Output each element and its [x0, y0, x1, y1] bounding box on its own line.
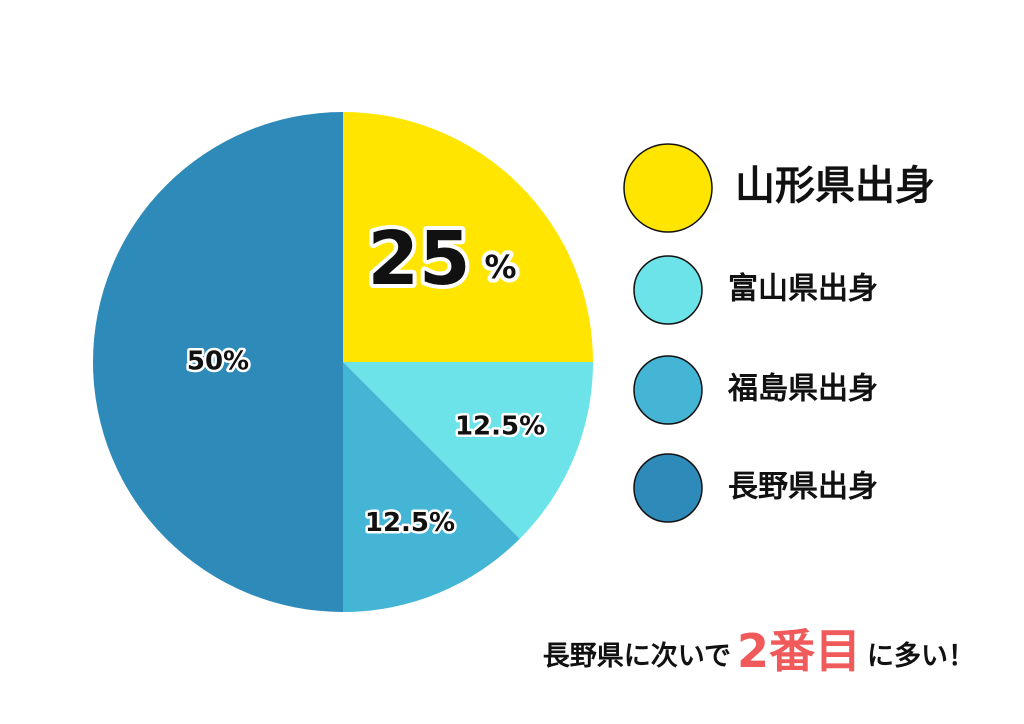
pie-slice — [93, 112, 343, 612]
annotation: 長野県に次いで 2番目 に多い！ — [543, 624, 975, 678]
legend-swatch — [633, 255, 703, 325]
annotation-text: 長野県に次いで — [543, 641, 731, 672]
legend-label: 山形県出身 — [735, 163, 935, 209]
annotation-text: に多い！ — [867, 641, 975, 672]
pie-slice — [343, 362, 520, 612]
value-labels: 25 % 12.5% 12.5% 50% — [184, 212, 547, 541]
legend-swatch — [633, 453, 703, 523]
legend-label: 長野県出身 — [728, 470, 878, 505]
data-label: 50% — [187, 347, 249, 377]
pie — [93, 112, 593, 612]
annotation-emphasis: 2番目 — [737, 624, 861, 678]
pie-slice — [343, 112, 593, 362]
legend-swatch — [633, 355, 703, 425]
data-label: 12.5% — [365, 508, 455, 538]
legend-swatch — [623, 143, 713, 233]
legend-label: 福島県出身 — [727, 372, 878, 407]
data-label: 12.5% — [455, 412, 545, 442]
data-label: 25% — [367, 216, 516, 302]
pie-slice — [343, 362, 593, 539]
legend-label: 富山県出身 — [728, 272, 878, 307]
